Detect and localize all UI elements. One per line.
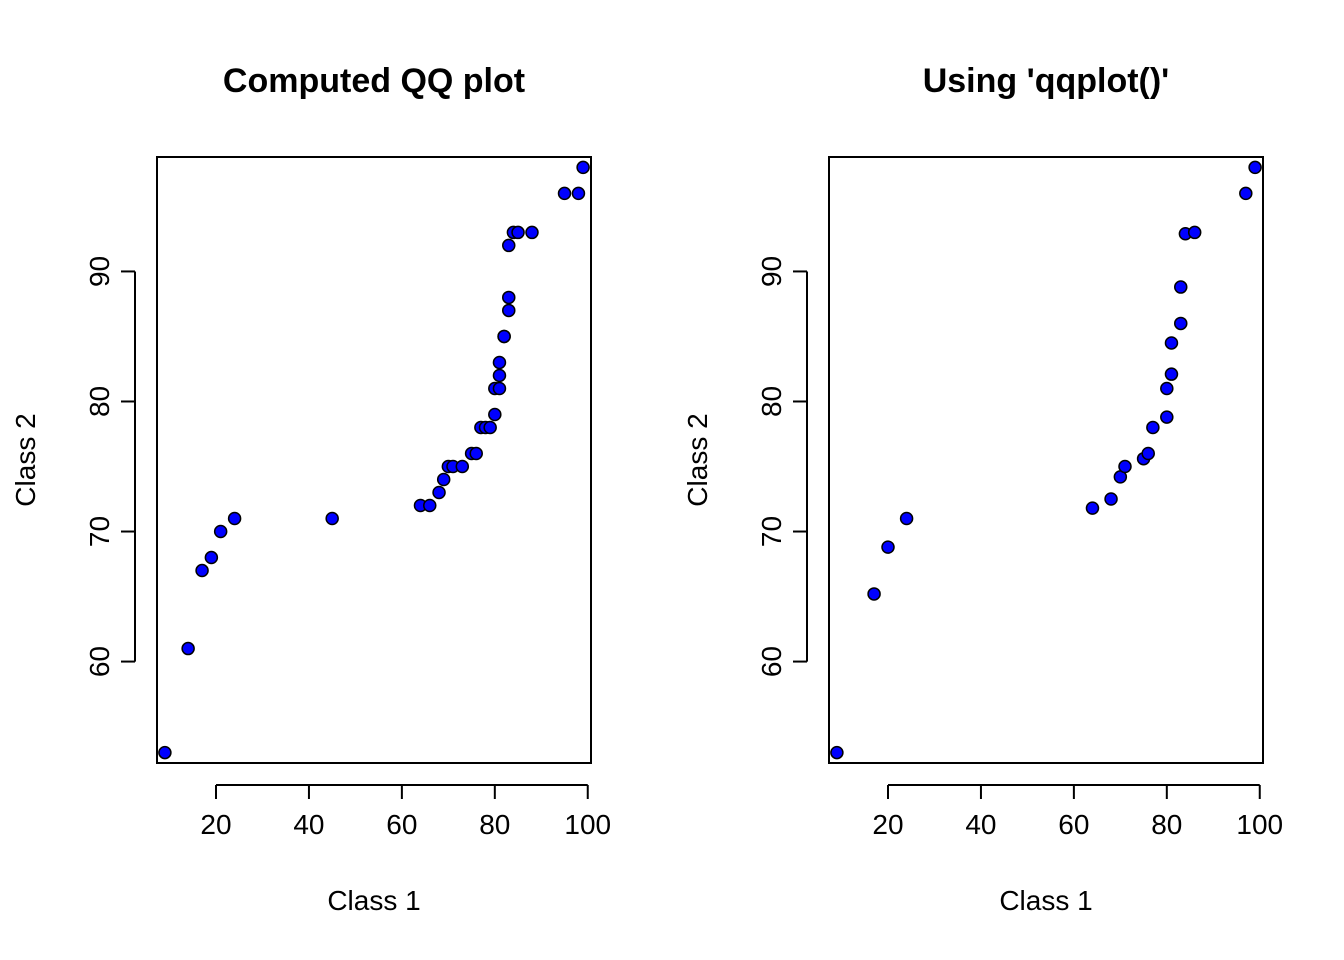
data-point [557,186,572,201]
chart-title: Computed QQ plot [223,62,525,100]
data-point [1160,410,1174,424]
y-tick-label: 70 [756,516,787,547]
data-point [867,587,881,601]
data-point [830,745,844,760]
data-point [455,459,470,474]
data-point [1174,280,1188,294]
data-point [483,420,497,435]
x-tick-label: 80 [1151,809,1182,840]
data-point [436,472,451,487]
x-tick-label: 20 [200,809,231,840]
data-point [432,485,446,500]
data-point [502,303,516,318]
data-point [492,368,507,383]
x-tick-label: 40 [293,809,324,840]
data-point [1164,367,1179,381]
x-tick-label: 60 [1058,809,1089,840]
data-point [1141,446,1155,461]
data-point [1146,420,1160,435]
data-point [492,355,507,370]
data-point [1104,492,1118,506]
y-tick-label: 80 [84,386,115,417]
x-tick-label: 100 [564,809,611,840]
x-tick-label: 100 [1236,809,1283,840]
data-point [502,290,516,305]
data-point [158,745,172,760]
x-axis-label: Class 1 [999,885,1092,916]
data-point [492,381,507,396]
y-tick-label: 70 [84,516,115,547]
x-tick-label: 40 [965,809,996,840]
data-point [195,563,209,578]
data-point [1118,459,1132,474]
y-axis-label: Class 2 [682,413,713,506]
data-point [511,225,525,240]
data-point [1174,316,1188,331]
data-point [181,641,195,656]
plot-frame [828,156,1264,764]
right-plot-panel: Using 'qqplot()' 20 40 60 80 100 60 70 80 90 Class… [682,62,1283,916]
y-tick-label: 90 [84,256,115,287]
data-point [497,329,511,344]
y-tick-label: 80 [756,386,787,417]
data-point [325,511,339,526]
data-point [525,225,539,240]
data-point [576,160,590,175]
x-axis-label: Class 1 [327,885,420,916]
data-point [1160,381,1174,396]
y-tick-label: 60 [756,646,787,677]
data-point [899,511,914,526]
data-point [423,498,437,513]
data-point [1085,501,1100,515]
data-point [204,550,219,565]
x-tick-label: 80 [479,809,510,840]
data-point [227,511,242,526]
data-point [488,407,502,422]
data-point [1164,336,1179,350]
left-plot-panel: Computed QQ plot 20 40 60 80 100 60 70 80 90 Class… [10,62,611,916]
y-axis-label: Class 2 [10,413,41,506]
y-tick-label: 90 [756,256,787,287]
plot-frame [156,156,592,764]
data-point [502,238,516,253]
x-tick-label: 60 [386,809,417,840]
data-point [1187,225,1202,240]
data-point [1239,186,1253,201]
data-point [881,540,895,554]
data-point [469,446,483,461]
data-point [1248,160,1262,175]
x-tick-label: 20 [872,809,903,840]
y-tick-label: 60 [84,646,115,677]
data-point [571,186,586,201]
chart-title: Using 'qqplot()' [923,62,1170,100]
data-point [213,524,228,539]
